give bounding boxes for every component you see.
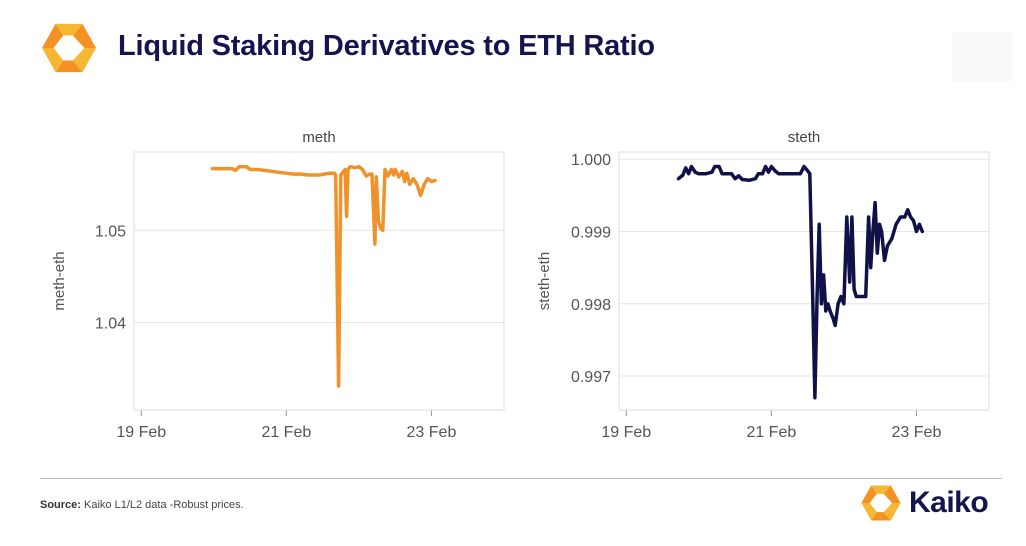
kaiko-brand: Kaiko [860,484,1010,522]
kaiko-logo-icon [42,23,96,73]
x-tick-label: 19 Feb [116,424,166,441]
plot-frame [618,151,990,411]
x-tick-label: 19 Feb [601,424,651,441]
y-tick-label: 1.000 [571,152,611,169]
series-line [210,164,437,388]
series-line [676,164,925,400]
y-tick-label: 0.998 [571,297,611,314]
corner-placeholder [952,32,1012,82]
meth-chart: meth 1.04 1.05 19 Feb 21 Feb 23 Feb meth-eth [51,129,505,441]
kaiko-brand-icon [861,485,901,521]
y-axis-label: steth-eth [536,252,553,310]
y-tick-label: 0.997 [571,369,611,386]
chart-title: meth [302,129,335,146]
source-note: Source: Kaiko L1/L2 data -Robust prices. [40,499,244,511]
source-text: Kaiko L1/L2 data -Robust prices. [84,499,244,511]
x-tick-label: 21 Feb [261,424,311,441]
x-tick-label: 23 Feb [892,424,942,441]
x-tick-label: 23 Feb [407,424,457,441]
y-tick-label: 1.04 [95,315,126,332]
page-title: Liquid Staking Derivatives to ETH Ratio [118,30,655,62]
brand-name: Kaiko [909,486,989,519]
steth-chart: steth 0.997 0.998 0.999 1.000 19 Feb 21 Feb 23 … [536,129,990,441]
y-tick-label: 1.05 [95,223,126,240]
source-label: Source: [40,499,81,511]
chart-title: steth [788,129,821,146]
y-tick-label: 0.999 [571,224,611,241]
plot-frame [133,151,505,411]
y-axis-label: meth-eth [51,251,68,310]
x-tick-label: 21 Feb [746,424,796,441]
footer-divider [40,478,1002,479]
